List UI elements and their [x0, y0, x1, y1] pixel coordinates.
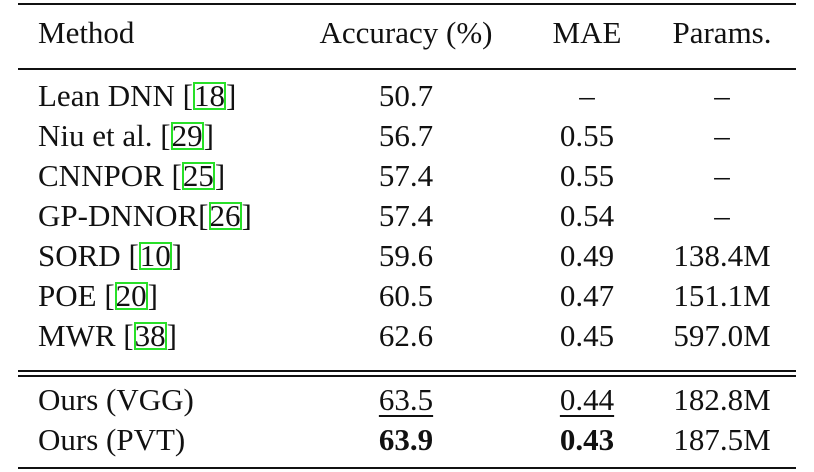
params-value: – — [714, 78, 730, 113]
accuracy-value: 57.4 — [378, 198, 434, 233]
citation-link[interactable]: 25 — [181, 158, 215, 193]
citation-link[interactable]: 18 — [192, 78, 226, 113]
mae-value: 0.55 — [559, 118, 615, 153]
citation-link[interactable]: 38 — [133, 318, 167, 353]
accuracy-value: 60.5 — [378, 278, 434, 313]
mae-value: 0.45 — [559, 318, 615, 353]
method-name: CNNPOR [25] — [38, 158, 226, 193]
table-row: MWR [38] 62.6 0.45 597.0M — [0, 316, 814, 356]
method-name: GP-DNNOR[26] — [38, 198, 252, 233]
mae-value: 0.55 — [559, 158, 615, 193]
accuracy-value: 63.5 — [300, 380, 512, 420]
table-row: POE [20] 60.5 0.47 151.1M — [0, 276, 814, 316]
citation-link[interactable]: 20 — [114, 278, 148, 313]
citation-link[interactable]: 29 — [170, 118, 204, 153]
mae-value: 0.44 — [530, 380, 644, 420]
header-rule — [18, 68, 796, 70]
table-top-rule — [18, 3, 796, 5]
best-accuracy: 63.9 — [378, 422, 434, 457]
params-value: 187.5M — [673, 422, 771, 457]
params-value: 151.1M — [673, 278, 771, 313]
params-value: 597.0M — [673, 318, 771, 353]
accuracy-value: 56.7 — [378, 118, 434, 153]
table-row: Niu et al. [29] 56.7 0.55 – — [0, 116, 814, 156]
params-value: 182.8M — [673, 382, 771, 417]
second-best-mae: 0.44 — [559, 382, 615, 417]
method-name: Niu et al. [29] — [38, 118, 214, 153]
accuracy-value: 50.7 — [378, 78, 434, 113]
mae-value: 0.47 — [559, 278, 615, 313]
header-mae: MAE — [552, 15, 622, 50]
method-name: SORD [10] — [38, 238, 183, 273]
table-row: Lean DNN [18] 50.7 – – — [0, 76, 814, 116]
method-name: Lean DNN [18] — [38, 78, 237, 113]
mae-value: – — [579, 78, 595, 113]
accuracy-value: 59.6 — [378, 238, 434, 273]
mae-value: 0.49 — [559, 238, 615, 273]
citation-link[interactable]: 26 — [208, 198, 242, 233]
table-row: GP-DNNOR[26] 57.4 0.54 – — [0, 196, 814, 236]
ours-separator-rule-2 — [18, 375, 796, 377]
table-row: CNNPOR [25] 57.4 0.55 – — [0, 156, 814, 196]
method-name: Ours (PVT) — [38, 422, 186, 457]
table-row-ours: Ours (VGG) 63.5 0.44 182.8M — [0, 380, 814, 420]
table-header-row: Method Accuracy (%) MAE Params. — [0, 13, 814, 53]
method-name: MWR [38] — [38, 318, 177, 353]
ours-separator-rule-1 — [18, 370, 796, 372]
header-params: Params. — [672, 15, 772, 50]
params-value: – — [714, 158, 730, 193]
table-bottom-rule — [18, 467, 796, 469]
method-name: Ours (VGG) — [38, 382, 194, 417]
table-row-ours: Ours (PVT) 63.9 0.43 187.5M — [0, 420, 814, 460]
second-best-accuracy: 63.5 — [378, 382, 434, 417]
citation-link[interactable]: 10 — [138, 238, 172, 273]
accuracy-value: 57.4 — [378, 158, 434, 193]
params-value: – — [714, 198, 730, 233]
accuracy-value: 62.6 — [378, 318, 434, 353]
mae-value: 0.54 — [559, 198, 615, 233]
params-value: 138.4M — [673, 238, 771, 273]
header-method: Method — [38, 15, 135, 50]
params-value: – — [714, 118, 730, 153]
header-accuracy: Accuracy (%) — [319, 15, 493, 50]
best-mae: 0.43 — [559, 422, 615, 457]
table-row: SORD [10] 59.6 0.49 138.4M — [0, 236, 814, 276]
method-name: POE [20] — [38, 278, 158, 313]
